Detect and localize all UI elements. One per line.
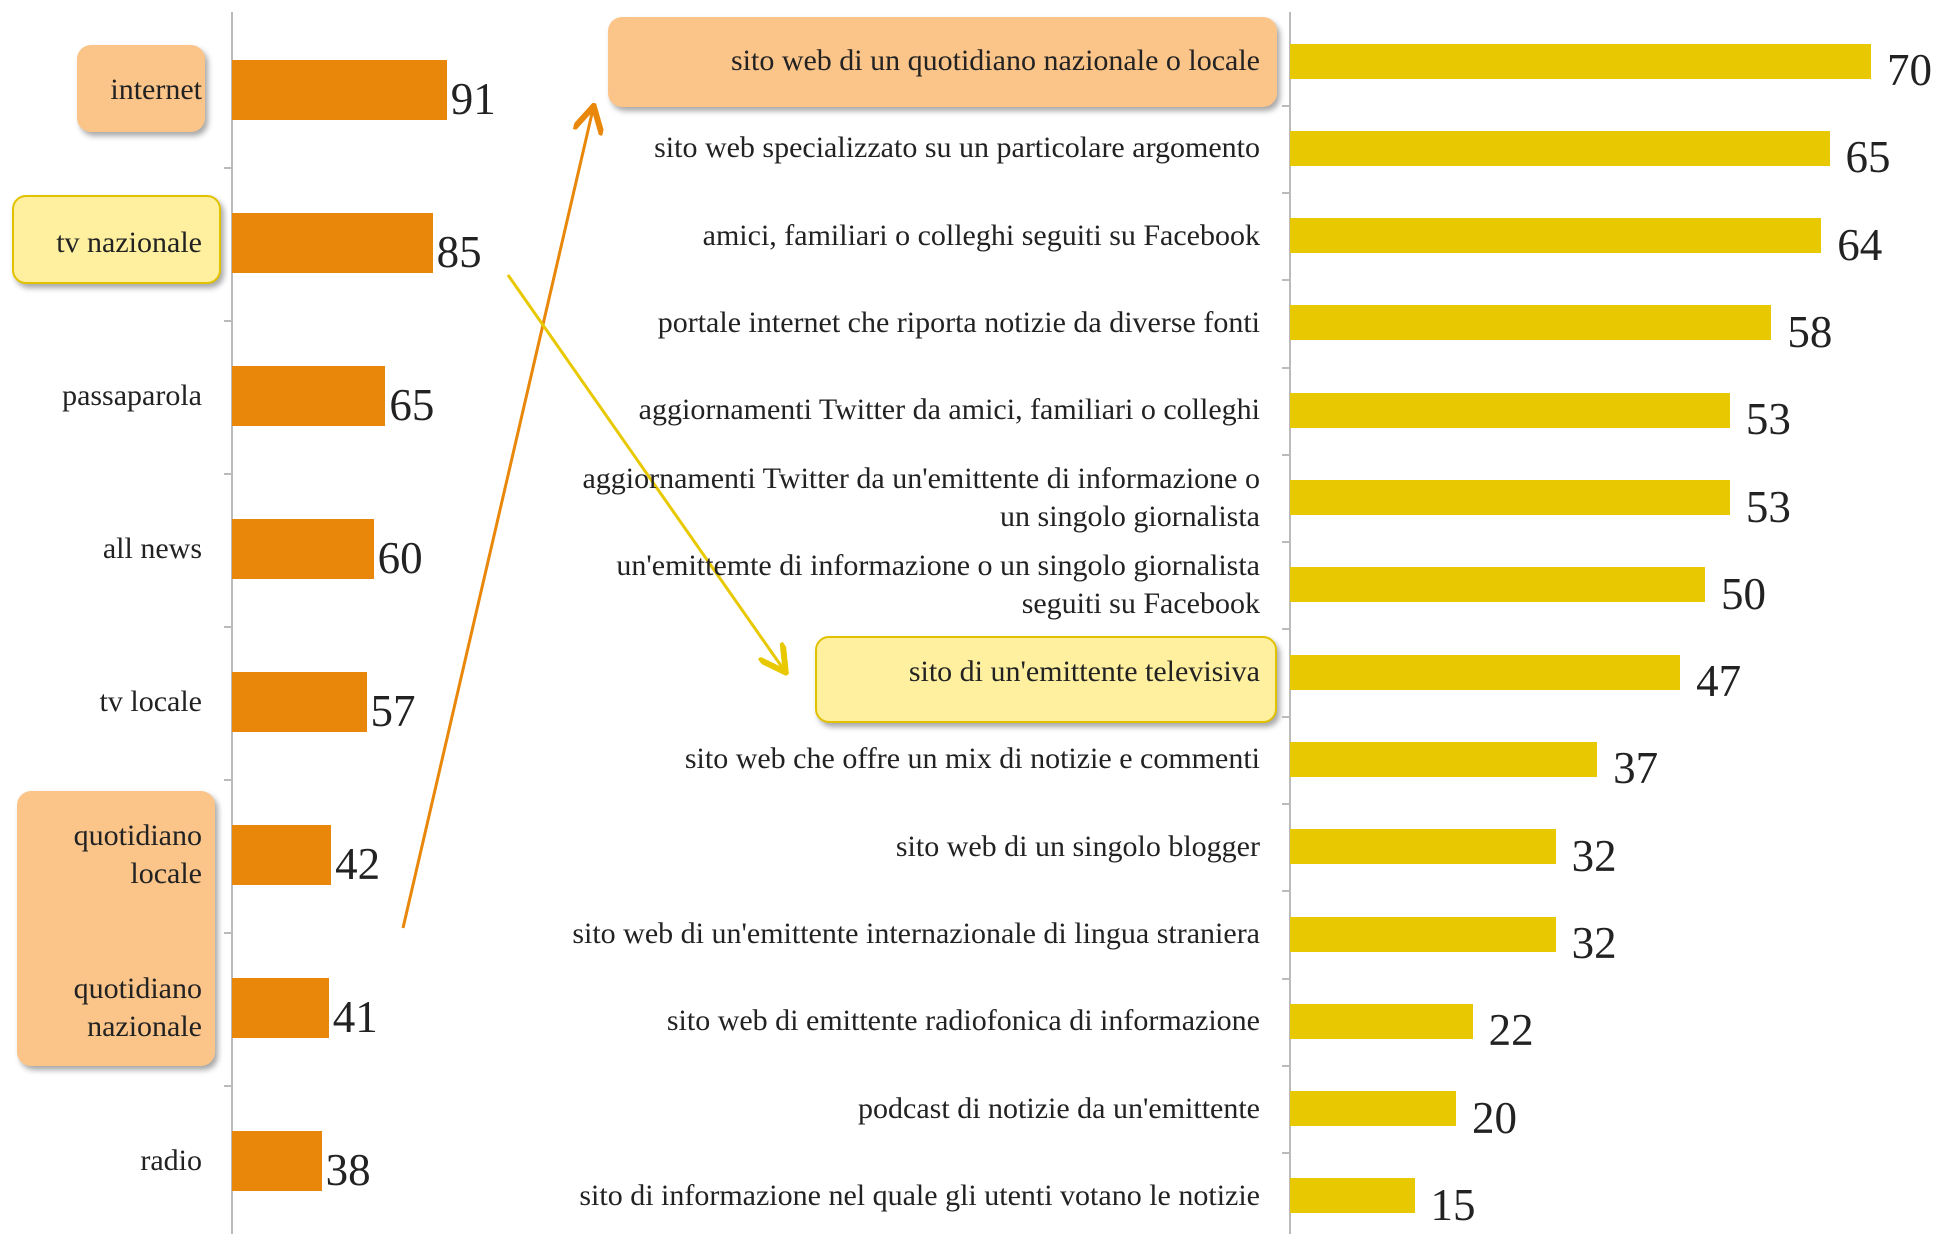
category-label: sito web di un'emittente internazionale … [572, 917, 1260, 950]
value-label: 15 [1430, 1180, 1476, 1231]
category-label: quotidiano nazionale [73, 972, 202, 1043]
tick-mark [224, 472, 232, 475]
value-label: 60 [377, 533, 423, 584]
value-label: 50 [1721, 568, 1766, 619]
bar [1290, 480, 1730, 515]
tick-mark [1282, 541, 1290, 544]
bar [1290, 1178, 1415, 1214]
category-label: aggiornamenti Twitter da amici, familiar… [638, 393, 1260, 427]
value-label: 20 [1472, 1092, 1517, 1143]
category-label: amici, familiari o colleghi seguiti su F… [702, 218, 1260, 252]
category-label: sito web di emittente radiofonica di inf… [666, 1004, 1260, 1038]
bar [1290, 43, 1871, 79]
value-label: 53 [1745, 394, 1791, 445]
value-label: 37 [1613, 743, 1659, 794]
value-label: 85 [436, 227, 482, 278]
tick-mark [224, 778, 232, 781]
highlight-box [608, 17, 1277, 107]
bar [1290, 741, 1598, 777]
bar [1290, 218, 1822, 254]
bar [232, 978, 329, 1038]
tick-mark [224, 1084, 232, 1087]
bar [232, 1131, 322, 1191]
bar [232, 825, 332, 885]
value-label: 32 [1571, 830, 1617, 881]
tick-mark [1282, 453, 1290, 456]
bar [232, 213, 433, 273]
category-label: sito di un'emittente televisiva [908, 655, 1260, 689]
value-label: 65 [1845, 132, 1891, 183]
value-label: 42 [335, 839, 381, 890]
highlight-box [77, 45, 205, 132]
bar [232, 672, 367, 732]
tick-mark [1282, 279, 1290, 282]
category-label: sito web di un singolo blogger [895, 829, 1260, 863]
value-label: 65 [389, 380, 435, 431]
bar [232, 366, 386, 426]
category-label: quotidiano locale [73, 819, 202, 890]
value-label: 53 [1745, 481, 1791, 532]
value-label: 47 [1696, 656, 1742, 707]
value-label: 64 [1837, 219, 1883, 270]
highlight-box [17, 791, 215, 1066]
value-label: 41 [332, 992, 378, 1043]
value-label: 57 [370, 686, 416, 737]
tick-mark [1282, 191, 1290, 194]
tick-mark [224, 931, 232, 934]
bar [1290, 829, 1556, 865]
tick-mark [1282, 803, 1290, 806]
value-label: 38 [325, 1145, 371, 1196]
tick-mark [1282, 366, 1290, 369]
value-label: 58 [1787, 307, 1833, 358]
category-label: internet [110, 73, 202, 106]
category-label: tv locale [99, 685, 202, 718]
axis-line [1289, 12, 1291, 1234]
category-label: aggiornamenti Twitter da un'emittente di… [582, 461, 1260, 533]
tick-mark [224, 319, 232, 322]
category-label: passaparola [62, 379, 202, 412]
category-label: un'emittemte di informazione o un singol… [616, 548, 1260, 620]
category-label: podcast di notizie da un'emittente [858, 1091, 1260, 1125]
tick-mark [1282, 628, 1290, 631]
tick-mark [1282, 977, 1290, 980]
bar [1290, 392, 1730, 428]
value-label: 91 [450, 74, 496, 125]
value-label: 70 [1887, 45, 1932, 96]
tick-mark [1282, 890, 1290, 893]
arrow [401, 109, 593, 929]
category-label: radio [140, 1144, 202, 1177]
bar [232, 60, 447, 120]
value-label: 32 [1571, 918, 1617, 969]
arrow [506, 274, 784, 670]
tick-mark [224, 166, 232, 169]
tick-mark [1282, 104, 1290, 107]
category-label: sito web che offre un mix di notizie e c… [684, 742, 1260, 776]
bar [232, 519, 374, 579]
bar [1290, 567, 1705, 603]
axis-line [231, 12, 233, 1234]
category-label: sito di informazione nel quale gli utent… [579, 1178, 1260, 1212]
bar [1290, 1003, 1473, 1039]
bar [1290, 916, 1556, 952]
bar [1290, 305, 1772, 341]
tick-mark [224, 625, 232, 628]
bar [1290, 654, 1681, 690]
highlight-box [12, 195, 221, 284]
highlight-box [815, 636, 1277, 723]
value-label: 22 [1488, 1005, 1534, 1056]
category-label: sito web di un quotidiano nazionale o lo… [730, 44, 1260, 77]
tick-mark [1282, 1152, 1290, 1155]
tick-mark [1282, 715, 1290, 718]
category-label: all news [102, 532, 202, 565]
bar [1290, 130, 1830, 166]
category-label: portale internet che riporta notizie da … [657, 305, 1260, 339]
bar [1290, 1091, 1456, 1127]
tick-mark [1282, 1064, 1290, 1067]
category-label: sito web specializzato su un particolare… [654, 131, 1260, 165]
category-label: tv nazionale [56, 226, 202, 259]
